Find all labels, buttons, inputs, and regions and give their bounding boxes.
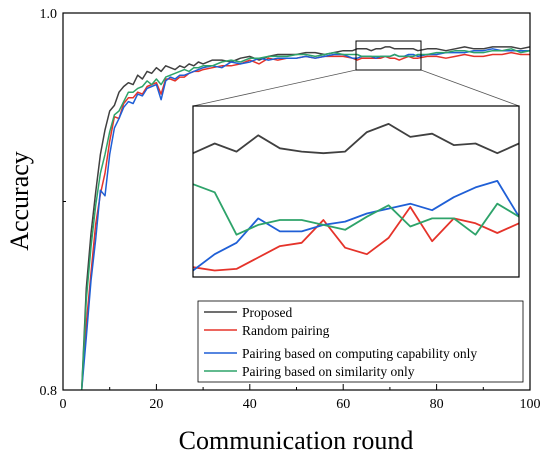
- legend-label-computing-capability: Pairing based on computing capability on…: [242, 346, 477, 361]
- y-axis-ticks: 0.8 1.0: [40, 7, 69, 399]
- inset-line-random-pairing: [193, 206, 519, 272]
- zoom-region-box: [355, 40, 422, 71]
- x-tick-label: 100: [520, 397, 541, 412]
- legend: Proposed Random pairing Pairing based on…: [197, 300, 524, 383]
- x-tick-label: 40: [243, 397, 257, 412]
- series-line-proposed: [80, 46, 530, 390]
- x-axis-ticks: 0 20 40 60 80 100: [60, 384, 541, 412]
- main-plot-lines: [80, 46, 530, 390]
- inset-plot-lines: [193, 123, 519, 272]
- x-tick-label: 80: [430, 397, 444, 412]
- y-tick-label: 1.0: [40, 7, 58, 22]
- series-line-random-pairing: [80, 51, 530, 390]
- inset-line-proposed: [193, 123, 519, 155]
- x-axis-title: Communication round: [179, 426, 414, 455]
- x-tick-label: 20: [149, 397, 163, 412]
- y-axis-title: Accuracy: [5, 151, 34, 251]
- legend-label-similarity: Pairing based on similarity only: [242, 364, 415, 379]
- inset-line-pairing-based-on-similarity-only: [193, 183, 519, 236]
- legend-label-proposed: Proposed: [242, 305, 292, 320]
- x-tick-label: 0: [60, 397, 67, 412]
- x-tick-label: 60: [336, 397, 350, 412]
- inset-frame: [192, 105, 520, 278]
- series-line-pairing-based-on-similarity-only: [80, 48, 530, 390]
- zoom-connector-right: [420, 69, 520, 107]
- zoom-connector-left: [192, 69, 357, 107]
- legend-label-random-pairing: Random pairing: [242, 323, 330, 338]
- y-tick-label: 0.8: [40, 384, 58, 399]
- legend-box: [197, 300, 524, 383]
